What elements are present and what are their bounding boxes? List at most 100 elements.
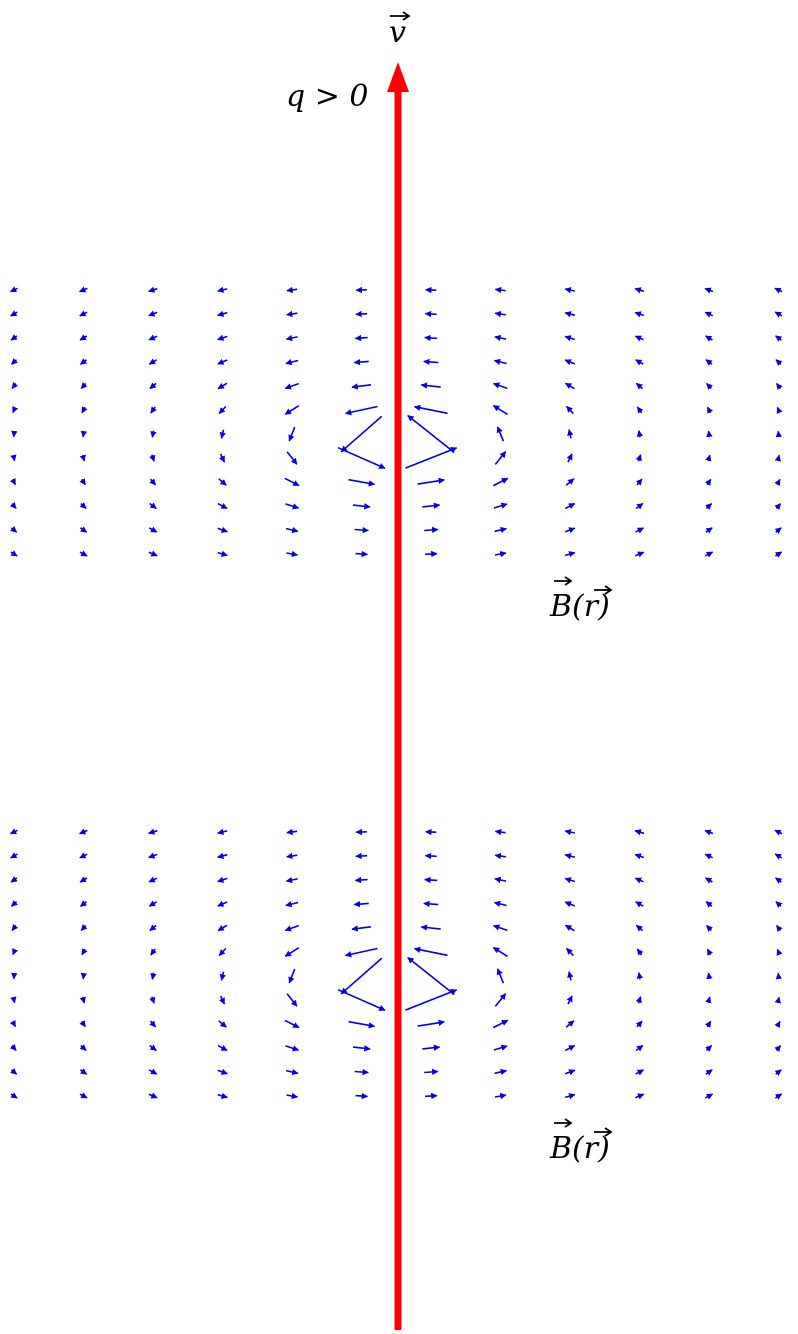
field-arrow: [352, 1045, 371, 1052]
field-arrow: [634, 311, 645, 318]
field-arrow: [564, 877, 576, 884]
field-arrow: [79, 550, 88, 557]
field-arrow: [149, 478, 157, 486]
field-arrow: [635, 478, 643, 486]
field-arrow: [286, 852, 298, 860]
field-arrow: [564, 924, 575, 932]
field-arrow: [217, 382, 228, 390]
field-arrow: [344, 405, 378, 416]
field-arrow: [705, 335, 713, 342]
field-arrow: [494, 1068, 508, 1076]
field-arrow: [564, 1044, 576, 1052]
field-arrow: [148, 526, 158, 533]
field-arrow: [10, 876, 18, 883]
field-arrow: [636, 972, 644, 980]
field-arrow: [10, 334, 18, 341]
field-arrow: [566, 947, 574, 957]
field-arrow: [285, 876, 298, 884]
field-arrow: [284, 477, 300, 487]
field-arrow: [425, 550, 438, 558]
field-arrow: [636, 430, 644, 438]
field-arrow: [494, 526, 508, 534]
field-arrow: [496, 968, 505, 984]
field-arrow: [354, 876, 368, 884]
field-arrow: [705, 359, 713, 366]
field-arrow: [705, 1069, 713, 1076]
field-arrow: [774, 1020, 781, 1028]
field-arrow: [492, 382, 508, 390]
field-arrow: [79, 1020, 86, 1028]
field-arrow: [217, 924, 228, 932]
field-arrow: [286, 451, 298, 465]
field-arrow: [80, 924, 88, 932]
field-arrow: [565, 478, 575, 486]
field-arrow: [424, 852, 437, 860]
field-arrow: [288, 426, 296, 442]
field-arrow: [422, 1044, 441, 1051]
field-arrow: [774, 527, 782, 534]
field-arrow: [219, 971, 226, 981]
field-arrow: [564, 901, 576, 908]
field-arrow: [635, 1044, 644, 1052]
field-arrow: [285, 359, 299, 366]
field-arrow: [11, 381, 19, 390]
field-arrow: [706, 430, 713, 438]
field-arrow: [11, 972, 18, 980]
field-arrow: [217, 358, 228, 365]
field-arrow: [492, 924, 508, 932]
field-arrow: [566, 405, 574, 415]
field-arrow: [355, 1092, 369, 1100]
field-label-bottom: B(r): [549, 1118, 613, 1166]
field-arrow: [423, 900, 439, 908]
field-arrow: [564, 1069, 576, 1076]
field-arrow: [353, 900, 369, 908]
field-arrow: [219, 429, 226, 439]
field-arrow: [150, 430, 157, 438]
field-arrow: [564, 287, 575, 294]
field-arrow: [150, 972, 157, 980]
field-arrow: [286, 993, 298, 1007]
field-arrow: [494, 334, 507, 342]
field-arrow: [355, 852, 368, 860]
velocity-arrow: [387, 62, 409, 1330]
field-arrow: [149, 454, 156, 462]
field-arrow: [634, 287, 645, 294]
field-arrow: [285, 1068, 299, 1076]
field-arrow: [149, 924, 157, 932]
velocity-label-text: v: [389, 15, 406, 50]
field-arrow: [219, 453, 226, 463]
field-arrow: [10, 1092, 18, 1099]
field-arrow: [494, 451, 507, 465]
field-arrow: [286, 310, 298, 318]
field-arrow: [705, 1093, 714, 1100]
field-arrow: [10, 454, 17, 462]
field-arrow: [150, 406, 157, 414]
field-arrow: [148, 852, 158, 859]
field-arrow: [775, 924, 783, 933]
field-arrow: [285, 1045, 300, 1052]
field-arrow: [493, 358, 507, 365]
field-arrow: [706, 382, 713, 390]
field-arrow: [348, 1020, 376, 1029]
field-arrow: [494, 286, 506, 294]
field-arrow: [774, 311, 783, 318]
field-arrow: [492, 477, 509, 487]
field-arrow: [286, 286, 298, 294]
field-label-top: B(r): [549, 576, 613, 624]
field-arrow: [635, 527, 644, 534]
field-arrow: [217, 1068, 228, 1075]
field-arrow: [636, 406, 644, 414]
field-arrow: [564, 1093, 576, 1100]
field-arrow: [706, 924, 713, 932]
field-arrow: [705, 454, 712, 462]
field-arrow: [424, 876, 438, 884]
field-arrow: [775, 382, 783, 391]
field-arrow: [564, 359, 576, 366]
field-arrow: [288, 968, 296, 984]
field-arrow: [148, 1092, 158, 1099]
field-arrow: [634, 877, 644, 884]
field-arrow: [705, 1045, 713, 1052]
field-arrow: [79, 358, 88, 365]
field-arrow: [9, 478, 17, 486]
field-arrow: [284, 405, 300, 415]
